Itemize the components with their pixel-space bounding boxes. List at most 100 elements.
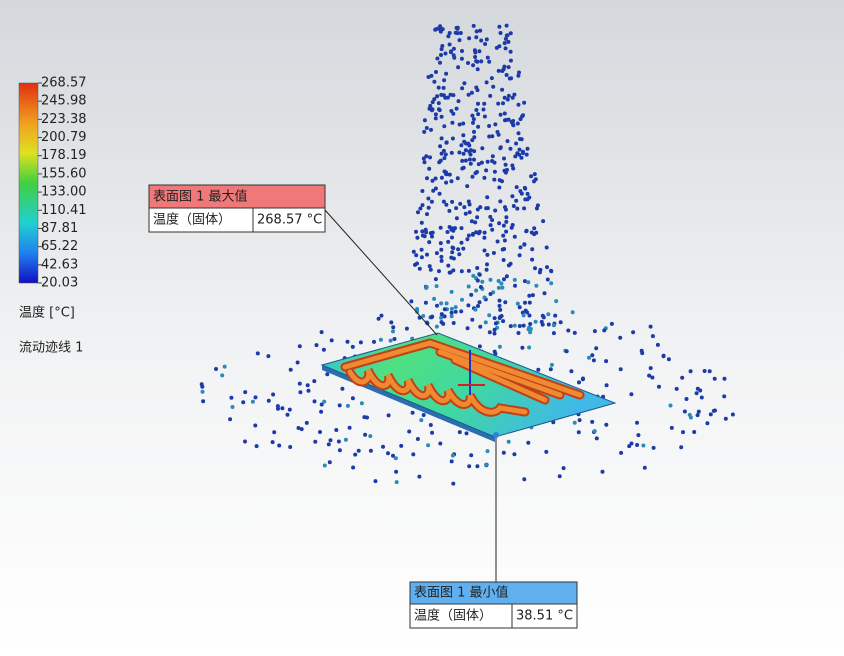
particle [386,451,390,456]
particle [549,281,554,286]
particle [475,464,480,469]
particle [512,323,517,328]
particle [600,469,605,474]
particle [410,410,415,415]
particle [512,277,517,282]
callout-value: 38.51 °C [516,609,573,624]
particle [441,148,446,153]
particle [381,444,385,449]
particle [485,252,490,257]
particle [337,403,342,408]
particle [424,154,429,159]
particle [506,65,511,70]
particle [454,106,459,111]
particle [328,438,333,443]
particle [439,53,443,57]
legend-ticks: 268.57 245.98 223.38 200.79 178.19 155.60 133.… [38,76,87,291]
particle [415,235,420,240]
particle [449,459,454,464]
particle [466,284,471,289]
particle [707,369,712,374]
particle [496,68,501,73]
particle [441,93,446,98]
particle [230,405,235,409]
particle [420,229,425,234]
particle [521,313,526,318]
particle [461,165,466,170]
particle [470,113,475,118]
particle [478,28,483,33]
particle [489,76,494,81]
particle [472,129,476,134]
particle [462,81,467,86]
particle [522,477,527,482]
particle [429,199,434,204]
particle [321,347,326,352]
particle [457,122,462,127]
particle [430,178,435,183]
particle [426,196,431,201]
particle [650,375,655,380]
particle [576,430,581,435]
particle [433,176,438,181]
particle [306,388,311,393]
particle [455,26,460,31]
particle [243,390,248,395]
particle [477,272,482,277]
callout-value: 268.57 °C [257,213,322,228]
particle [533,266,537,271]
particle [457,38,462,43]
particle [457,430,462,435]
particle [500,285,505,290]
particle [517,152,522,157]
particle [534,283,539,288]
particle [591,358,596,363]
particle [419,418,424,423]
particle [319,330,324,335]
particle [435,56,440,61]
particle [451,321,456,325]
particle [572,420,577,425]
particle [420,189,425,193]
particle [438,441,443,446]
particle [253,395,258,400]
particle [421,314,426,318]
particle [428,423,433,427]
particle [702,369,707,373]
particle [432,296,437,301]
particle [322,463,327,468]
particle [449,150,454,155]
particle [487,330,492,335]
leader-line [324,209,438,336]
particle [499,281,504,286]
particle [449,310,454,315]
particle [451,246,456,251]
particle [459,226,464,231]
particle [477,344,482,349]
particle [498,307,503,312]
particle [356,448,361,453]
particle [471,231,475,236]
particle [492,160,497,165]
particle [487,59,492,64]
particle [557,474,562,479]
particle [498,112,503,117]
particle [314,343,319,348]
particle [372,339,376,344]
particle [467,143,472,148]
particle [275,404,280,409]
particle [325,372,330,377]
particle [424,126,429,130]
particle [524,152,529,157]
particle [444,170,448,175]
particle [541,219,546,224]
particle [476,304,480,308]
particle [460,158,465,163]
particle [482,295,487,300]
particle [373,479,378,484]
particle [604,359,609,364]
particle [474,29,479,34]
particle [426,443,431,448]
particle [419,247,424,252]
particle [527,300,532,305]
